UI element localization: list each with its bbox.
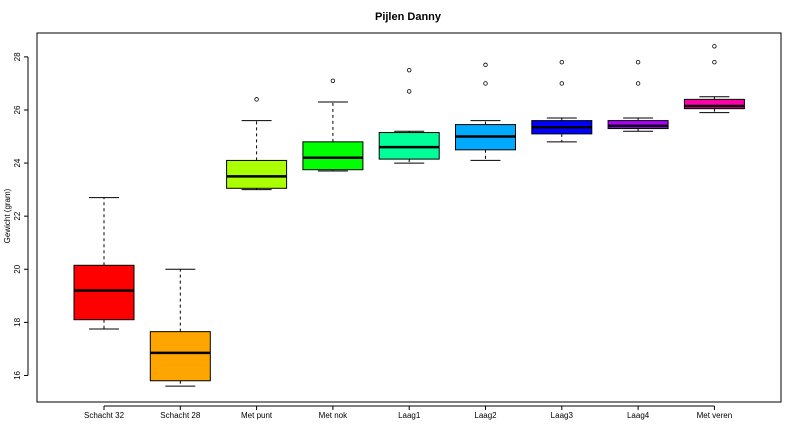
outlier-point [559, 81, 564, 86]
x-tick-label: Schacht 32 [84, 411, 125, 420]
outlier-point [635, 60, 641, 65]
outlier-point [483, 62, 488, 68]
outlier-point [712, 60, 717, 65]
outlier-point [559, 60, 564, 65]
box-met-nok [302, 78, 364, 172]
outlier-point [254, 97, 259, 102]
y-tick-label: 16 [13, 370, 22, 379]
x-tick-label: Laag4 [627, 411, 650, 420]
x-tick-label: Met veren [697, 411, 733, 420]
x-tick-label: Laag1 [398, 411, 421, 420]
box-met-punt [226, 97, 288, 191]
box-laag2 [455, 62, 516, 161]
boxes-group [73, 44, 745, 387]
x-tick-label: Met nok [319, 411, 348, 420]
box-laag1 [378, 67, 440, 164]
iqr-box [607, 120, 669, 130]
y-axis-label: Gewicht (gram) [3, 188, 12, 243]
chart-title: Pijlen Danny [375, 11, 442, 23]
plot-frame [36, 32, 782, 403]
x-tick-label: Schacht 28 [160, 411, 201, 420]
iqr-box [378, 132, 440, 160]
y-tick-label: 26 [13, 105, 22, 114]
y-tick-label: 28 [13, 52, 22, 61]
box-laag3 [531, 60, 593, 143]
outlier-point [712, 44, 717, 49]
outlier-point [407, 89, 412, 94]
outlier-point [407, 67, 412, 73]
iqr-box [683, 98, 745, 110]
outlier-point [483, 81, 488, 86]
outlier-point [635, 81, 641, 86]
iqr-box [149, 331, 211, 382]
iqr-box [302, 141, 364, 171]
box-met-veren [683, 44, 745, 114]
x-tick-label: Laag3 [551, 411, 574, 420]
box-schacht-28 [149, 268, 211, 387]
iqr-box [226, 159, 288, 189]
x-tick-label: Laag2 [474, 411, 497, 420]
box-schacht-32 [73, 197, 135, 330]
x-tick-label: Met punt [241, 411, 273, 420]
y-axis: 16 18 20 22 24 26 28 [13, 52, 29, 380]
y-tick-label: 20 [13, 264, 22, 273]
iqr-box [73, 264, 135, 321]
y-tick-label: 18 [13, 317, 22, 326]
y-tick-label: 22 [13, 211, 22, 220]
outlier-point [330, 78, 336, 83]
x-axis: Schacht 32 Schacht 28 Met punt Met nok Laag1… [84, 405, 733, 420]
box-laag4 [607, 60, 669, 132]
y-tick-label: 24 [13, 158, 22, 167]
